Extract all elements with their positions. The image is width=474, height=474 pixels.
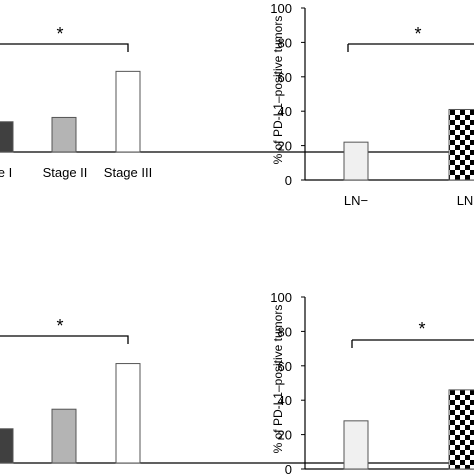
bar-stage-i (0, 121, 14, 153)
bar-stage-ii (51, 116, 77, 153)
chart-panel-bottom-right: 0 20 40 60 80 100% of PD-L1–positive tumors * (270, 290, 474, 474)
bar-ln- (343, 141, 369, 181)
significance-bracket (351, 339, 474, 348)
chart-panel-top-right: 0 20 40 60 80 100% of PD-L1–positive tumors LN… (270, 1, 474, 208)
y-axis-label: % of PD-L1–positive tumors (271, 16, 285, 165)
y-tick-label: 40 (278, 393, 292, 408)
y-tick-label: 0 (285, 173, 292, 188)
y-tick-label: 80 (278, 35, 292, 50)
significance-bracket (347, 43, 474, 52)
y-tick-label: 60 (278, 359, 292, 374)
y-tick-label: 40 (278, 104, 292, 119)
x-tick-label: tage I (0, 165, 12, 180)
y-tick-label: 80 (278, 324, 292, 339)
bar-stage-ii (51, 408, 77, 464)
x-tick-label: Stage II (43, 165, 88, 180)
chart-panel-bottom-left: * (0, 316, 474, 464)
significance-star: * (414, 24, 421, 44)
y-tick-label: 100 (270, 1, 292, 16)
x-tick-label: LN (457, 193, 474, 208)
y-axis-label: % of PD-L1–positive tumors (271, 305, 285, 454)
bar-stage-i (0, 428, 14, 464)
significance-star: * (56, 24, 63, 44)
bar-ln- (343, 420, 369, 470)
bar-ln- (448, 389, 474, 470)
x-tick-label: Stage III (104, 165, 152, 180)
y-tick-label: 0 (285, 462, 292, 474)
bar-stage-iii (115, 363, 141, 464)
y-tick-label: 100 (270, 290, 292, 305)
y-tick-label: 60 (278, 70, 292, 85)
chart-panel-top-left: tage I Stage II Stage III * (0, 24, 474, 180)
significance-star: * (56, 316, 63, 336)
y-tick-label: 20 (278, 428, 292, 443)
bar-ln- (448, 108, 474, 181)
significance-bracket (0, 43, 129, 52)
y-tick-label: 20 (278, 139, 292, 154)
significance-bracket (0, 335, 129, 344)
x-tick-label: LN− (344, 193, 368, 208)
bar-stage-iii (115, 70, 141, 153)
significance-star: * (418, 319, 425, 339)
